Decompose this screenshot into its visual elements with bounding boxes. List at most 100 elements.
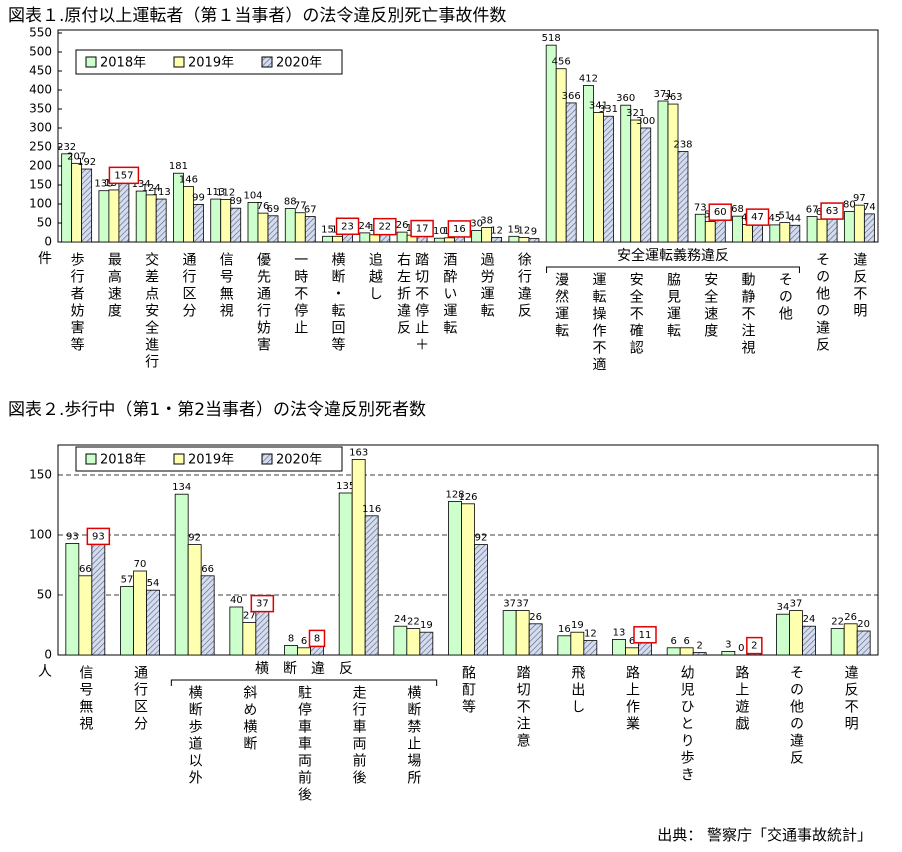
value-label: 47 [751, 212, 764, 223]
x-tick-label: 違反不明 [842, 665, 859, 733]
x-tick-label: 走行車両前後 [350, 685, 367, 787]
bar [830, 628, 845, 656]
bar [98, 190, 110, 243]
bar [721, 651, 736, 656]
highlight-box [708, 203, 733, 221]
x-tick-label: 信号無視 [77, 665, 94, 733]
x-tick-label: 歩行者妨害等 [68, 252, 85, 354]
legend-label: 2018年 [100, 56, 146, 71]
value-label: 69 [267, 204, 280, 215]
bar [255, 610, 270, 656]
x-tick-label: 幼児ひとり歩き [678, 665, 695, 784]
bar [406, 628, 421, 656]
highlight-box [86, 527, 111, 546]
y-tick-label: 300 [29, 121, 52, 135]
value-label: 321 [626, 108, 645, 119]
x-tick-label: 脇見運転 [665, 272, 681, 340]
bar [714, 218, 726, 243]
bar [491, 237, 503, 243]
bar [351, 458, 366, 656]
legend-swatch [85, 453, 97, 465]
value-label: 20 [857, 619, 870, 630]
value-label: 44 [788, 213, 801, 224]
value-label: 97 [853, 193, 866, 204]
y-tick-label: 350 [29, 102, 52, 116]
value-label: 88 [284, 197, 297, 208]
bar [545, 44, 557, 243]
bar [769, 224, 781, 243]
bar [856, 630, 871, 656]
bar [779, 222, 791, 243]
bar [242, 622, 257, 656]
y-axis-label: 件 [38, 251, 52, 267]
group-bracket [546, 266, 800, 273]
value-label: 22 [831, 617, 844, 628]
x-tick-label: 安全不確認 [627, 272, 644, 357]
value-label: 134 [132, 179, 151, 190]
value-label: 157 [114, 170, 133, 181]
value-label: 89 [229, 196, 242, 207]
x-tick-label: 漫然運転 [553, 272, 570, 340]
bar [704, 221, 716, 243]
x-tick-label: 路上遊戯 [733, 665, 750, 733]
bar [802, 625, 816, 656]
value-label: 15 [321, 224, 334, 235]
value-label: 93 [66, 531, 79, 542]
value-label: 146 [179, 175, 198, 186]
value-label: 27 [243, 611, 256, 622]
group-bracket [170, 679, 438, 686]
y-tick-label: 500 [29, 45, 52, 59]
bar [630, 119, 642, 243]
value-label: 360 [616, 93, 635, 104]
value-label: 116 [362, 504, 381, 515]
legend-label: 2020年 [276, 453, 322, 468]
chart-title: 図表１.原付以上運転者（第１当事者）の法令違反別死亡事故件数 [8, 6, 506, 26]
bar [332, 235, 343, 243]
value-label: 518 [542, 33, 561, 44]
bar [322, 235, 333, 243]
value-label: 126 [458, 492, 477, 503]
x-tick-label: 酩酊等 [460, 665, 476, 716]
bar [65, 543, 80, 656]
bar [359, 232, 371, 243]
value-label: 24 [358, 221, 371, 232]
bar [187, 544, 202, 656]
bar [666, 647, 681, 656]
bar [603, 115, 614, 243]
value-label: 113 [206, 187, 225, 198]
bar [620, 104, 632, 243]
value-label: 74 [863, 202, 876, 213]
bar [752, 223, 763, 243]
legend-swatch [173, 56, 185, 68]
group-label: 横 断 違 反 [255, 661, 353, 677]
bar [461, 503, 475, 656]
value-label: 66 [201, 564, 214, 575]
bar [593, 112, 604, 243]
bar [612, 639, 626, 656]
value-label: 363 [663, 92, 682, 103]
value-label: 6 [683, 636, 689, 647]
value-label: 16 [453, 224, 466, 235]
value-label: 23 [341, 221, 354, 232]
value-label: 135 [94, 179, 113, 190]
value-label: 38 [480, 216, 493, 227]
value-label: 0 [738, 643, 744, 654]
value-label: 16 [558, 624, 571, 635]
bar [776, 613, 790, 656]
value-label: 30 [470, 219, 483, 230]
bar [677, 151, 689, 243]
value-label: 67 [304, 205, 317, 216]
x-tick-label: その他の違反 [814, 252, 831, 354]
bar [816, 218, 828, 243]
x-tick-label: 駐停車車両前後 [296, 685, 312, 804]
bar [229, 606, 244, 656]
bar [448, 500, 462, 656]
value-label: 8 [288, 633, 294, 644]
bar [364, 515, 379, 656]
bar [174, 493, 189, 656]
bar [625, 647, 639, 656]
bar [230, 207, 242, 243]
value-label: 66 [79, 564, 92, 575]
bar [304, 216, 316, 243]
